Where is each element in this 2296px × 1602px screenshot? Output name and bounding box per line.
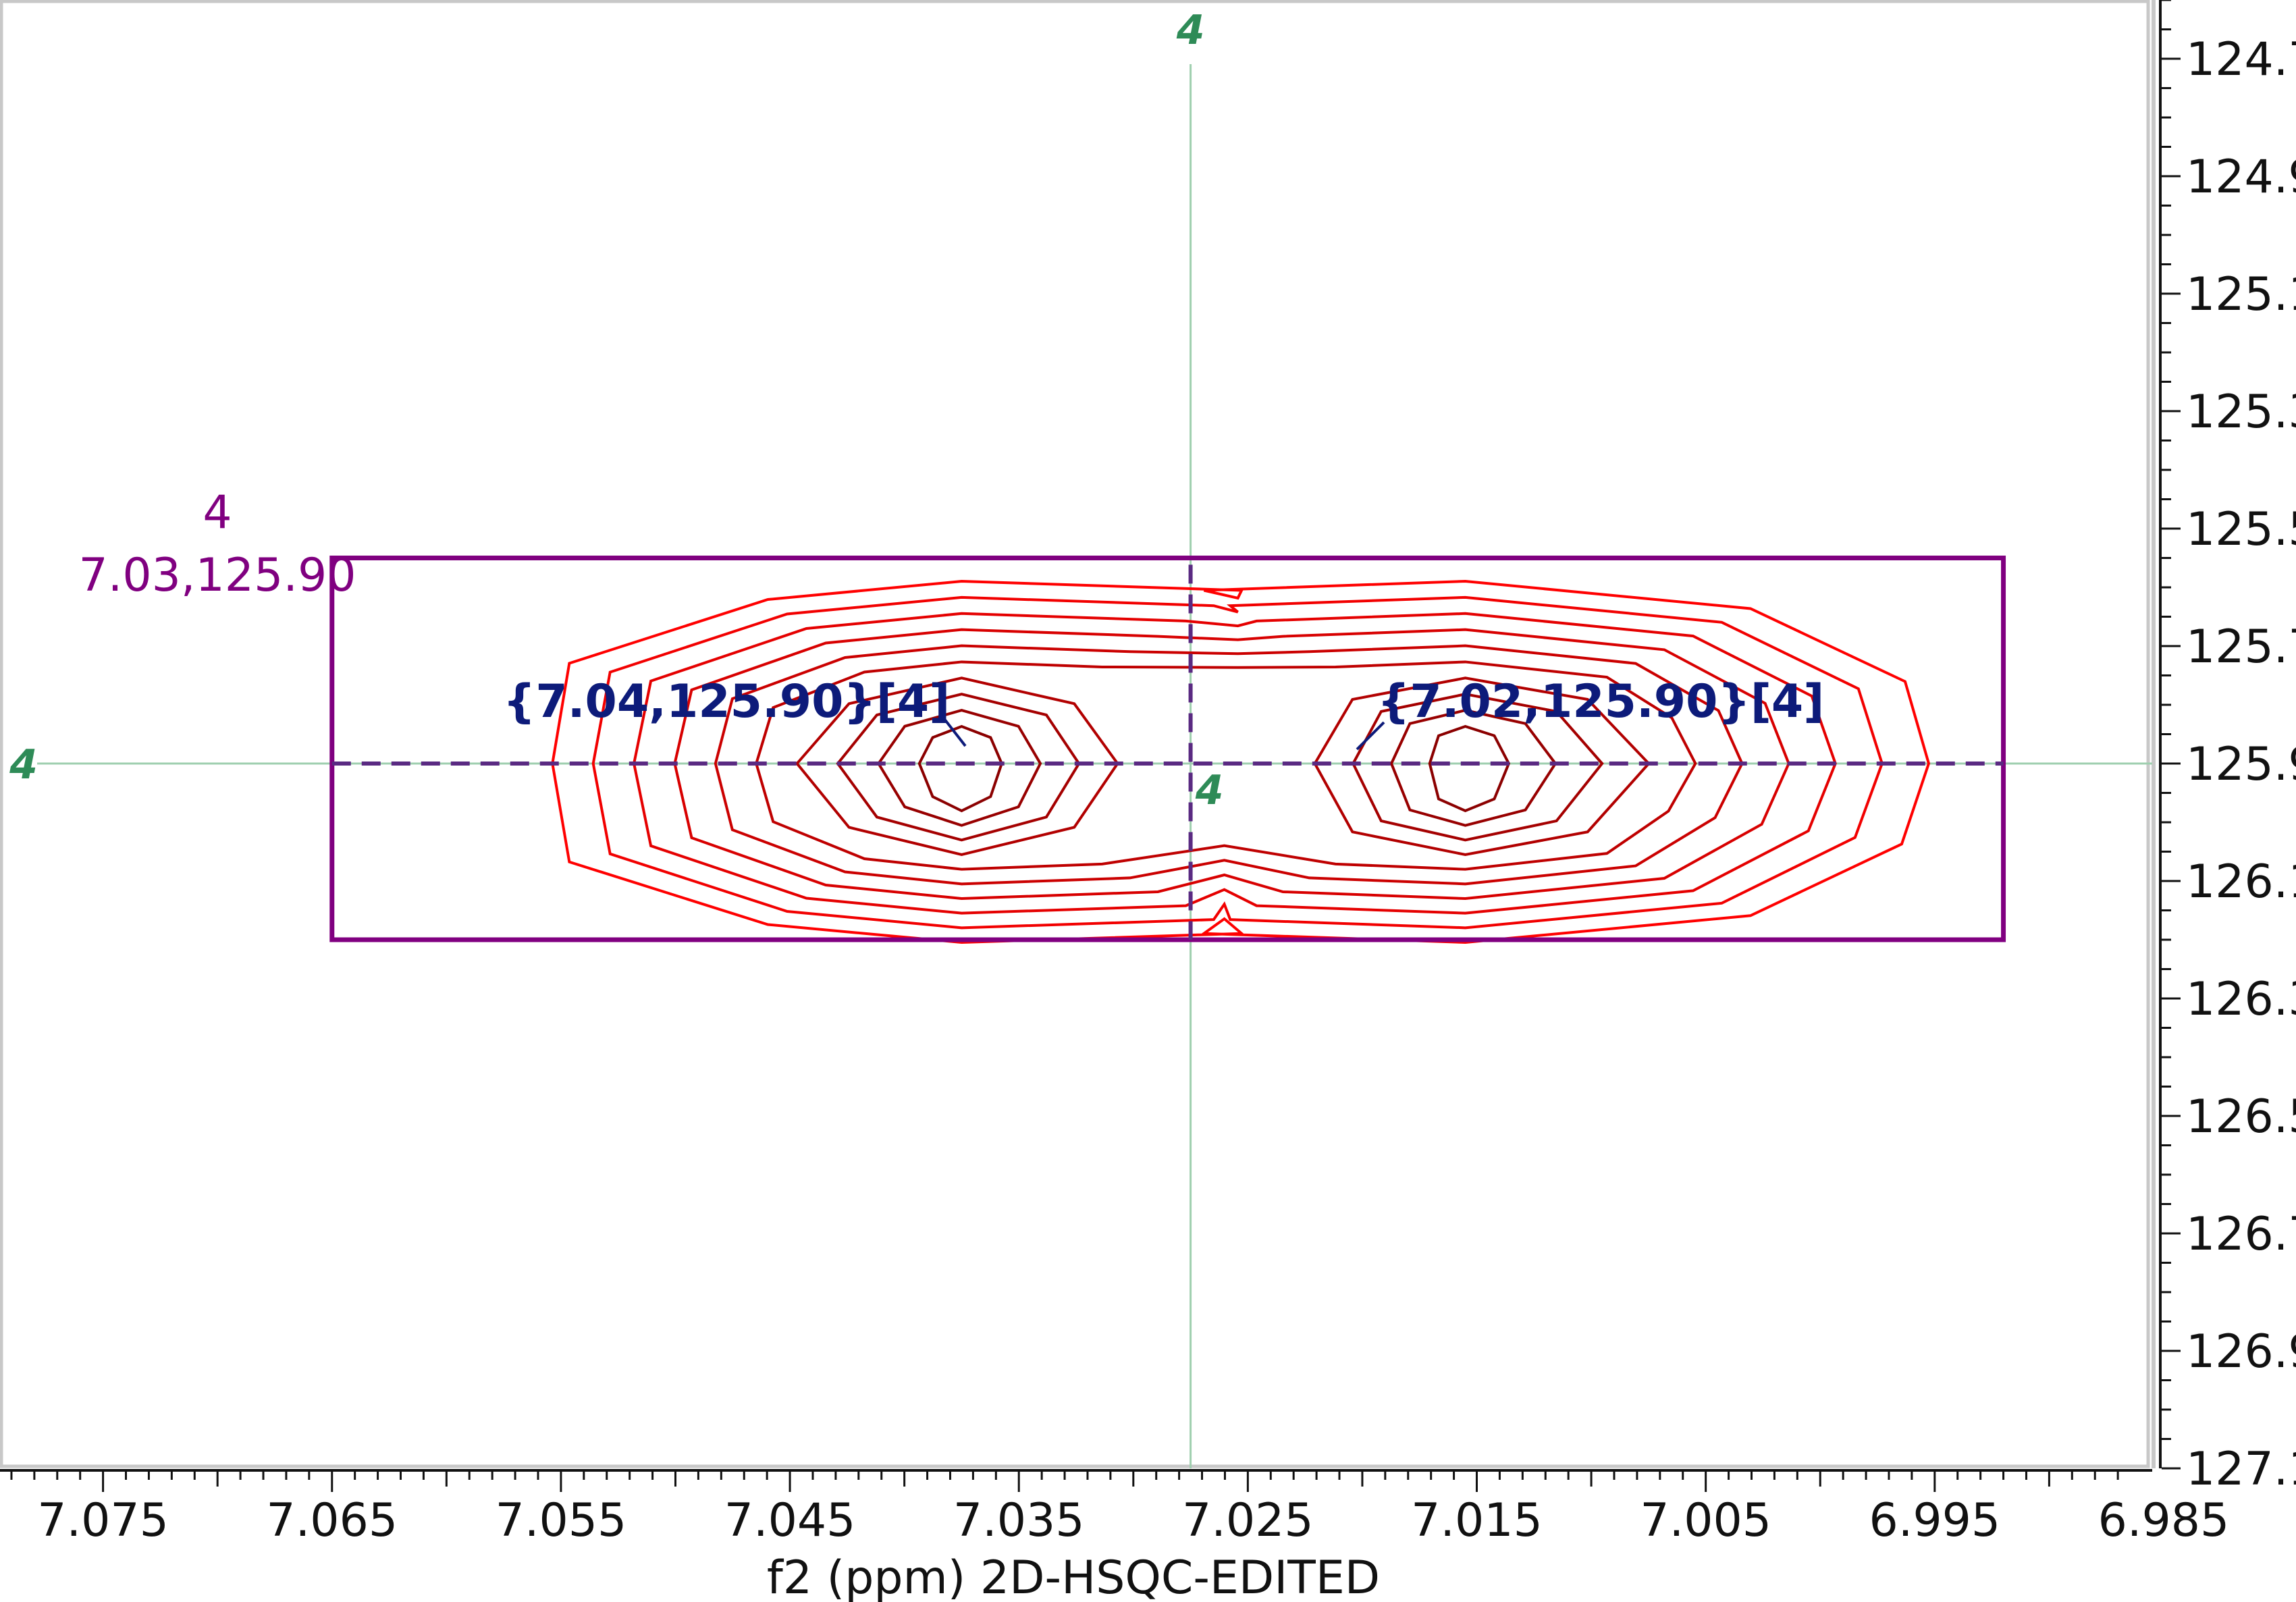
x-tick-label: 6.995 [1869,1494,2000,1547]
x-tick-label: 7.065 [266,1494,398,1547]
contour-level-5 [755,660,1697,871]
x-tick-label: 6.985 [2098,1494,2230,1547]
y-tick-label: 126.1 [2186,855,2296,909]
y-tick-label: 127.1 [2186,1443,2296,1496]
x-tick-label: 7.035 [953,1494,1085,1547]
integration-label-value: 7.03,125.90 [79,549,356,602]
integration-label-number: 4 [203,486,232,539]
y-tick-label: 125.3 [2186,385,2296,439]
y-tick-label: 126.9 [2186,1325,2296,1379]
crosshair-label-left: 4 [9,741,38,789]
peak-label-2: {7.02,125.90}[4] [1377,675,1824,728]
crosshair-label-top: 4 [1176,7,1205,54]
x-tick-label: 7.075 [37,1494,169,1547]
peak-marker-1 [940,714,967,747]
x-axis: 7.075 7.065 7.055 7.045 7.035 7.025 7.015 7.005… [0,1469,2230,1547]
x-tick-label: 7.015 [1411,1494,1543,1547]
integration-region: 4 7.03,125.90 [79,486,2006,942]
y-tick-label: 126.5 [2186,1090,2296,1144]
y-tick-label: 125.9 [2186,738,2296,791]
peak-marker-2 [1356,721,1385,751]
crosshair-label-center: 4 [1195,767,1224,814]
y-tick-label: 124.9 [2186,151,2296,204]
x-tick-label: 7.025 [1182,1494,1314,1547]
y-tick-label: 124.7 [2186,33,2296,86]
y-tick-label: 125.7 [2186,620,2296,674]
integration-box [329,556,2006,942]
y-tick-label: 126.3 [2186,973,2296,1026]
x-tick-label: 7.005 [1640,1494,1771,1547]
plot-frame [0,0,2156,1468]
y-axis: 124.7 124.9 125.1 125.3 125.5 125.7 125.9 126.1… [2159,0,2296,1496]
x-axis-title: f2 (ppm) 2D-HSQC-EDITED [767,1551,1380,1602]
frame-border [0,0,2150,1468]
peak-labels: {7.04,125.90}[4] {7.02,125.90}[4] [503,675,1824,751]
y-tick-label: 125.1 [2186,268,2296,321]
y-tick-label: 125.5 [2186,503,2296,556]
peak-label-1: {7.04,125.90}[4] [503,675,950,728]
x-tick-label: 7.055 [496,1494,627,1547]
x-tick-label: 7.045 [724,1494,856,1547]
y-tick-label: 126.7 [2186,1208,2296,1261]
